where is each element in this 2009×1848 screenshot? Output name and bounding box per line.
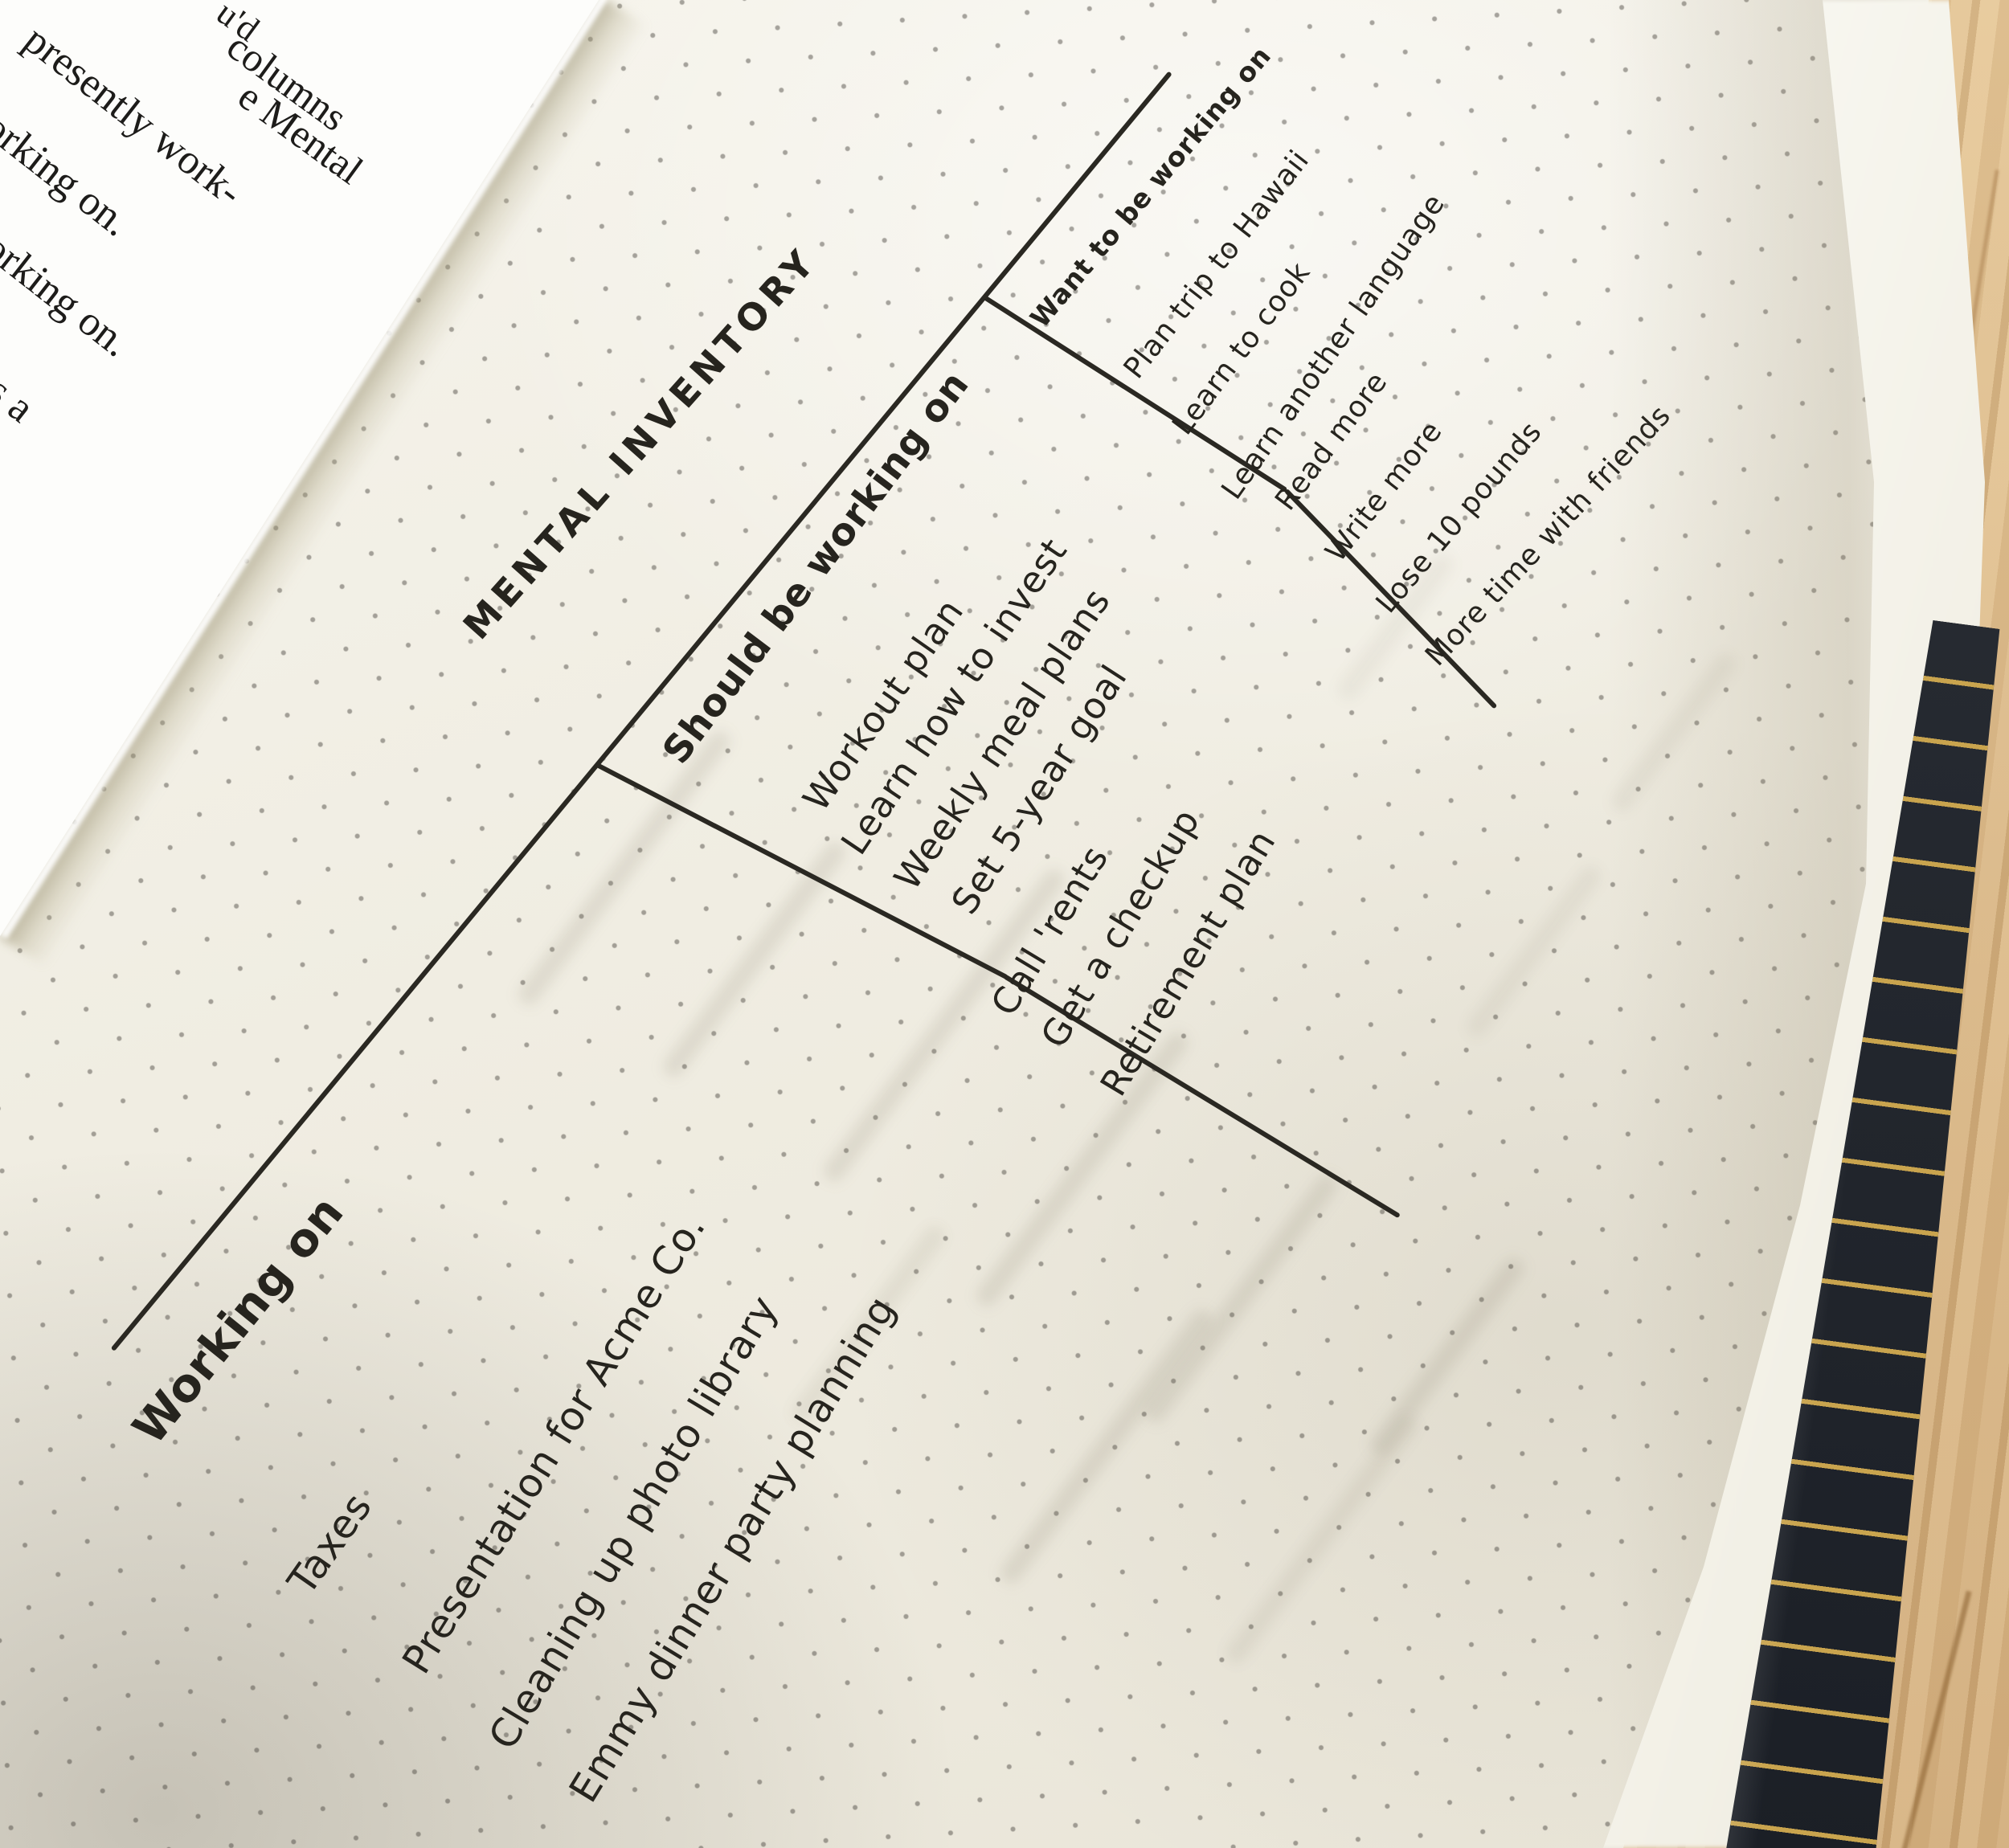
- wood-plank-seam: [1894, 1590, 1972, 1848]
- printed-text-fragment: rks a: [0, 345, 43, 432]
